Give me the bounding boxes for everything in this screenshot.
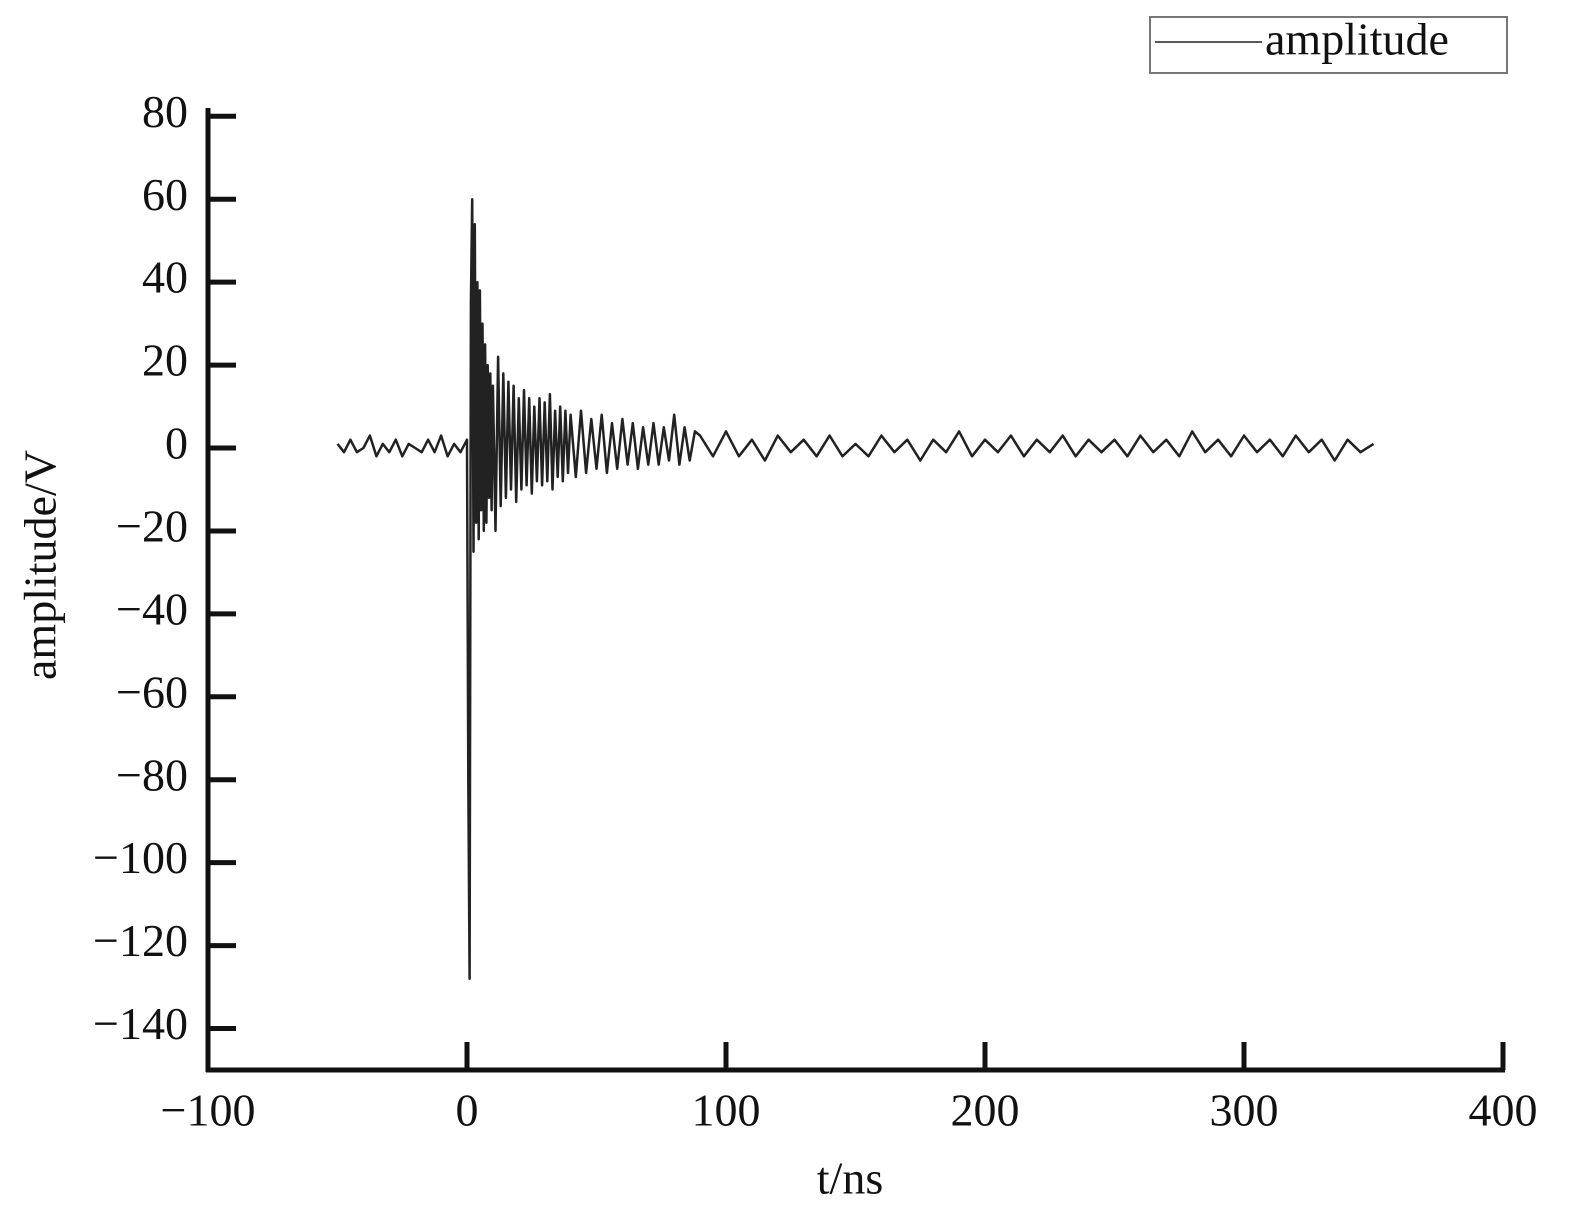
x-axis-label: t/ns: [817, 1153, 883, 1204]
x-tick-label: 300: [1210, 1085, 1279, 1136]
legend-label: amplitude: [1265, 14, 1449, 65]
y-tick-label: −40: [116, 583, 188, 634]
y-tick-label: 40: [142, 252, 188, 303]
y-tick-label: −120: [93, 915, 188, 966]
x-tick-label: 0: [456, 1085, 479, 1136]
y-tick-label: −100: [93, 832, 188, 883]
y-tick-label: −20: [116, 501, 188, 552]
y-tick-label: −60: [116, 666, 188, 717]
x-tick-label: 200: [951, 1085, 1020, 1136]
x-tick-label: 400: [1469, 1085, 1538, 1136]
y-tick-label: 60: [142, 169, 188, 220]
y-tick-label: −80: [116, 749, 188, 800]
y-tick-label: −140: [93, 998, 188, 1049]
y-tick-label: 80: [142, 86, 188, 137]
legend-box: [1149, 16, 1508, 74]
x-tick-label: −100: [161, 1085, 256, 1136]
y-tick-label: 20: [142, 335, 188, 386]
x-tick-label: 100: [692, 1085, 761, 1136]
series-line: [336, 197, 1375, 981]
y-axis-label: amplitude/V: [15, 450, 66, 680]
y-tick-label: 0: [165, 418, 188, 469]
